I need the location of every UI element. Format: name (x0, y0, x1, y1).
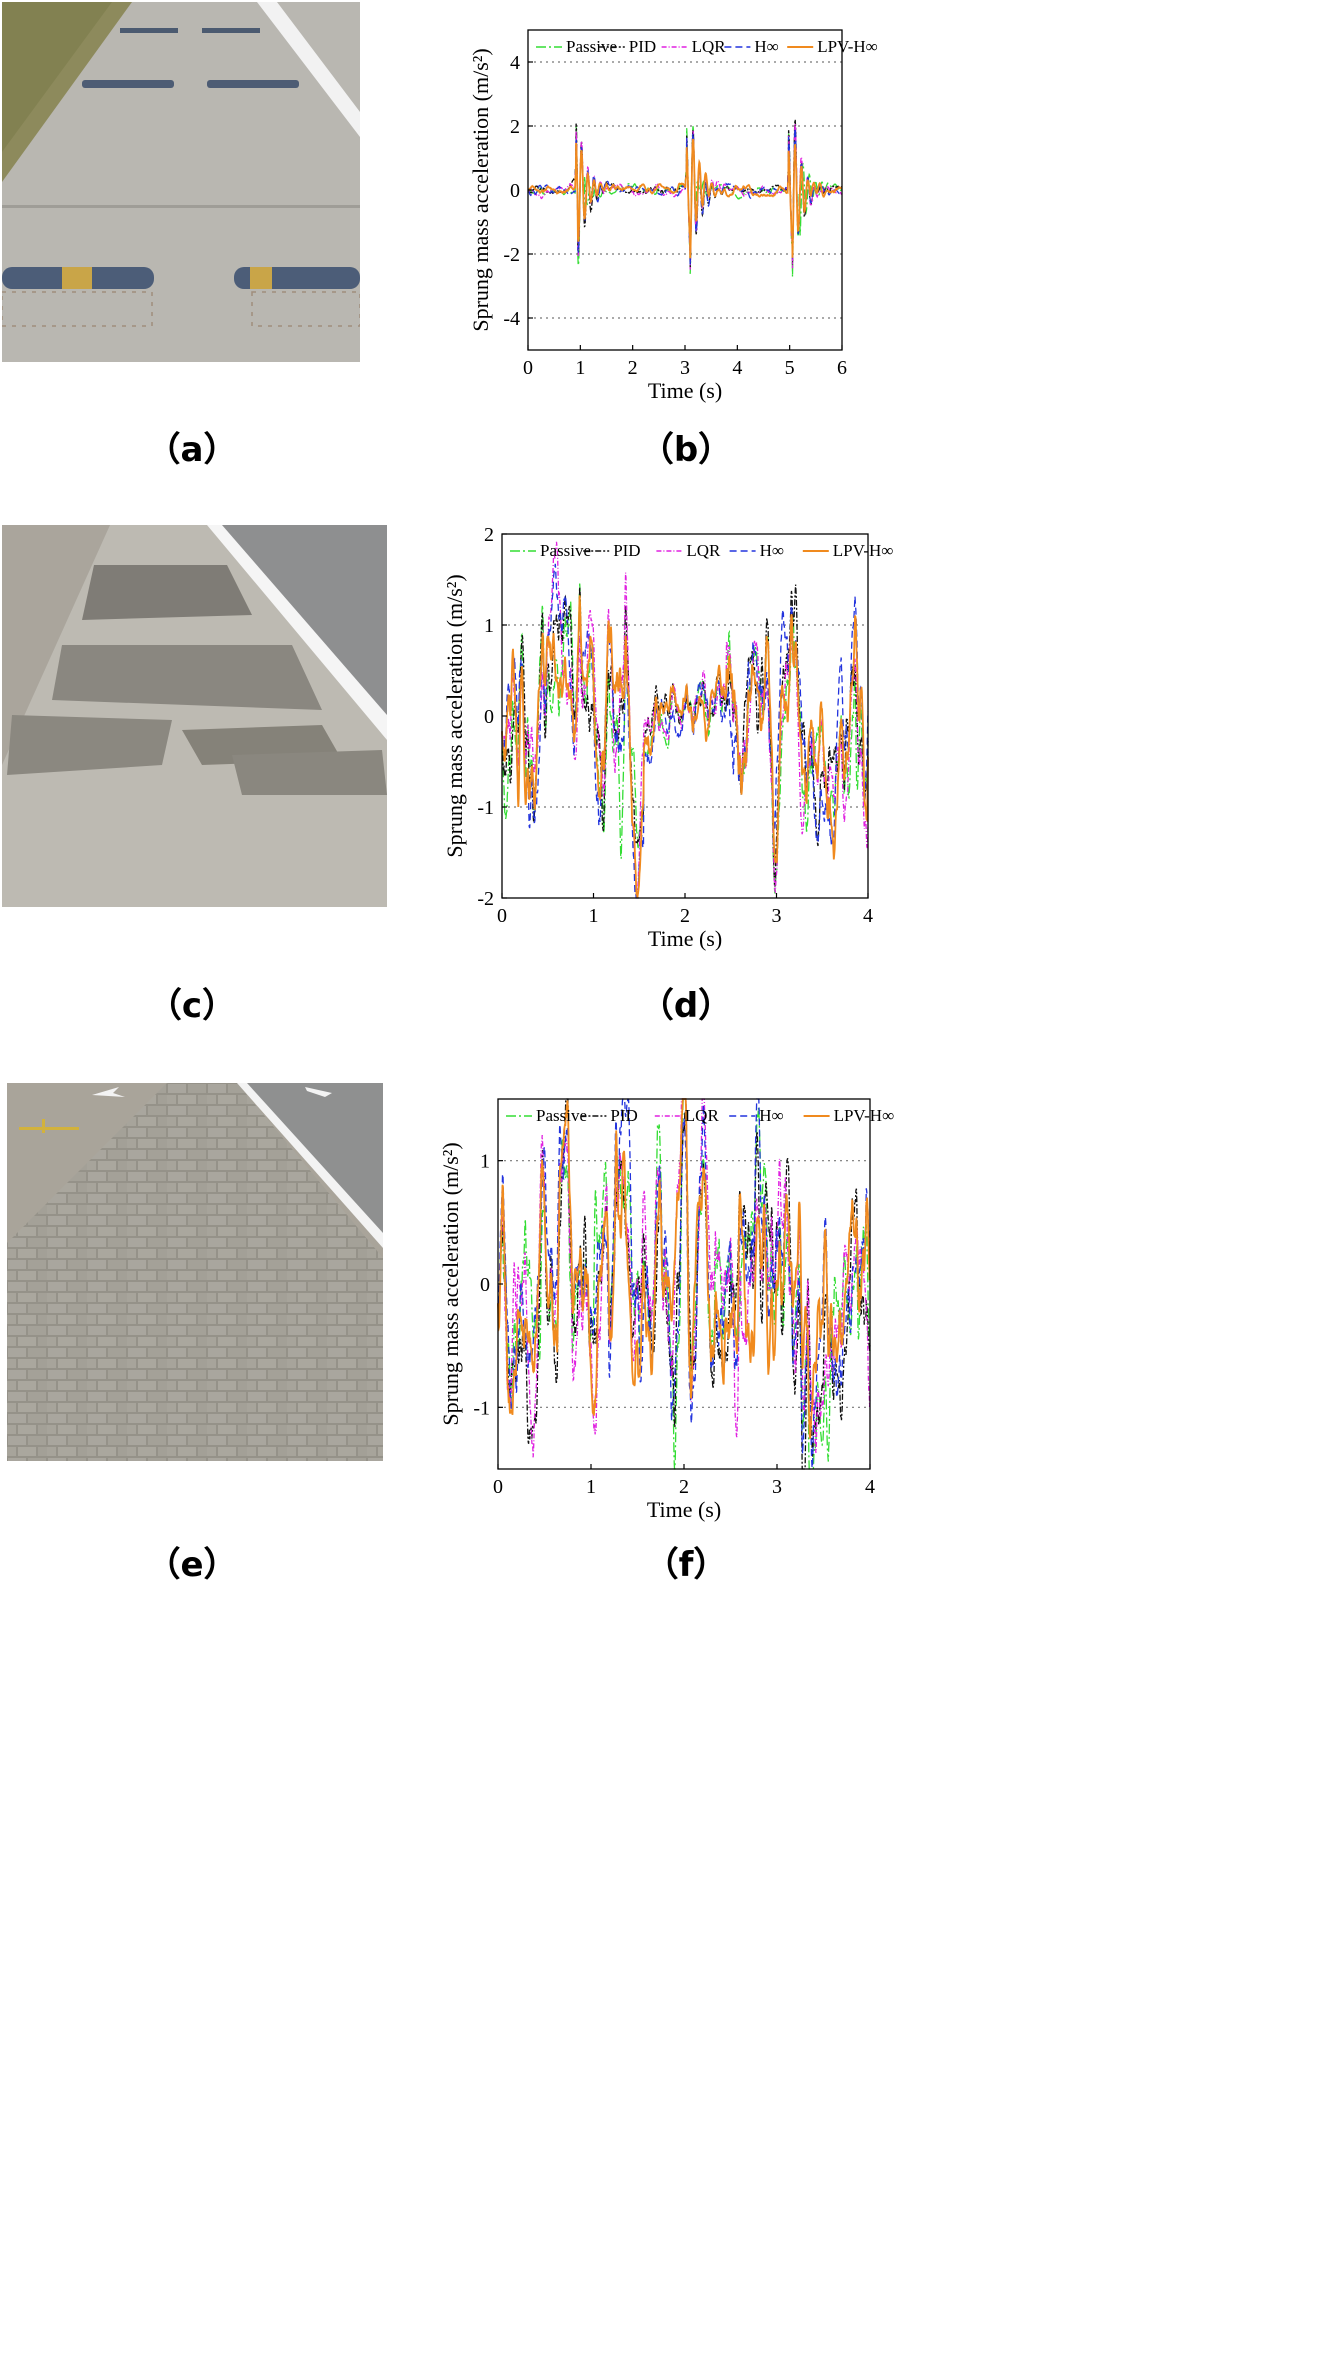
panel-label-f: （f） (644, 1545, 728, 1585)
legend-label: H∞ (759, 1106, 783, 1125)
y-tick-label: 1 (480, 1151, 490, 1173)
x-axis-label: Time (s) (648, 926, 722, 951)
y-tick-label: -2 (503, 244, 520, 266)
x-tick-label: 3 (772, 905, 782, 927)
legend-label: LPV-H∞ (817, 37, 878, 56)
y-axis-label: Sprung mass acceleration (m/s²) (438, 1142, 463, 1425)
legend-label: LQR (686, 541, 721, 560)
y-tick-label: -4 (503, 308, 520, 330)
legend-label: PID (613, 541, 640, 560)
x-tick-label: 1 (589, 905, 599, 927)
series-line-lpv-hinf (497, 1098, 871, 1439)
chart-d: 0 1 2 3 4 -2 -1 0 1 2 Time (s) Sprung mass accelera… (440, 520, 893, 951)
x-tick-label: 3 (680, 357, 690, 379)
legend-label: PID (629, 37, 656, 56)
x-axis-label: Time (s) (648, 378, 722, 403)
legend-label: LPV-H∞ (833, 541, 894, 560)
road-cobblestone-photo (7, 1083, 383, 1461)
panel-label-a: （a） (146, 430, 238, 470)
panel-label-b: （b） (639, 430, 733, 470)
legend-label: LPV-H∞ (834, 1106, 895, 1125)
legend-label: H∞ (760, 541, 784, 560)
legend-label: H∞ (754, 37, 778, 56)
x-tick-label: 0 (493, 1476, 503, 1498)
x-tick-label: 1 (586, 1476, 596, 1498)
panel-label-c: （c） (147, 986, 237, 1026)
y-tick-label: -1 (473, 1397, 490, 1419)
y-axis-label: Sprung mass acceleration (m/s²) (468, 48, 493, 331)
y-tick-label: 0 (510, 180, 520, 202)
panel-label-d: （d） (639, 986, 733, 1026)
series-line-pid (497, 1098, 871, 1470)
series-line-lqr (497, 1098, 871, 1458)
legend-label: LQR (692, 37, 727, 56)
y-tick-label: 0 (480, 1274, 490, 1296)
y-tick-label: -2 (477, 888, 494, 910)
chart-b: 0 1 2 3 4 5 6 -4 -2 0 2 4 Time (s) Sprung mass accele… (440, 20, 878, 403)
x-tick-label: 0 (497, 905, 507, 927)
y-tick-label: 4 (510, 52, 520, 74)
legend-label: Passive (536, 1106, 587, 1125)
legend-label: LQR (685, 1106, 720, 1125)
y-tick-label: 1 (484, 615, 494, 637)
legend-label: Passive (566, 37, 617, 56)
x-tick-label: 5 (785, 357, 795, 379)
chart-f: 0 1 2 3 4 -1 0 1 Time (s) Sprung mass acceleratio… (438, 1085, 894, 1522)
x-tick-label: 2 (680, 905, 690, 927)
road-speed-bumps-photo (2, 2, 360, 362)
x-tick-label: 4 (732, 357, 742, 379)
x-tick-label: 3 (772, 1476, 782, 1498)
x-tick-label: 0 (523, 357, 533, 379)
x-tick-label: 4 (865, 1476, 875, 1498)
x-tick-label: 2 (628, 357, 638, 379)
y-tick-label: 2 (484, 524, 494, 546)
y-axis-label: Sprung mass acceleration (m/s²) (442, 574, 467, 857)
panel-label-e: （e） (146, 1545, 238, 1585)
x-axis-label: Time (s) (647, 1497, 721, 1522)
road-patched-asphalt-photo (2, 525, 387, 907)
x-tick-label: 4 (863, 905, 873, 927)
series-line-lpv-hinf (501, 595, 869, 899)
y-tick-label: 2 (510, 116, 520, 138)
y-tick-label: 0 (484, 706, 494, 728)
series-line-lpv-hinf (527, 138, 843, 259)
y-tick-label: -1 (477, 797, 494, 819)
x-tick-label: 6 (837, 357, 847, 379)
legend-label: Passive (540, 541, 591, 560)
x-tick-label: 1 (575, 357, 585, 379)
x-tick-label: 2 (679, 1476, 689, 1498)
legend-label: PID (610, 1106, 637, 1125)
